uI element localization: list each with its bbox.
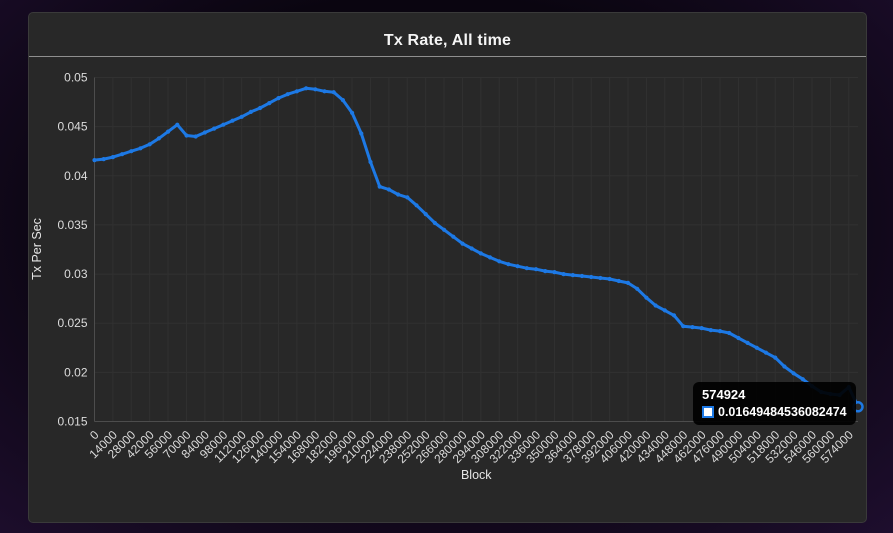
data-point <box>129 149 134 154</box>
data-point <box>405 195 410 200</box>
data-point <box>662 308 667 313</box>
data-point <box>543 269 548 274</box>
data-point <box>193 134 198 139</box>
data-point <box>589 274 594 280</box>
y-tick-label: 0.035 <box>57 218 87 232</box>
data-point <box>368 159 373 165</box>
data-point <box>460 241 465 246</box>
data-point <box>708 328 713 333</box>
data-point <box>92 158 97 163</box>
tooltip-title: 574924 <box>702 387 746 402</box>
y-tick-label: 0.015 <box>57 415 87 429</box>
data-point <box>782 364 787 369</box>
y-tick-label: 0.03 <box>64 267 88 281</box>
data-point <box>248 109 253 114</box>
data-point <box>754 345 759 350</box>
data-point <box>175 122 180 127</box>
data-point <box>396 192 401 197</box>
data-point <box>340 98 345 103</box>
data-point <box>791 371 796 376</box>
data-point <box>579 273 585 279</box>
data-point <box>239 114 244 119</box>
chart-card: Tx Rate, All time 0.05 0.045 0.04 0.035 0.03… <box>28 12 867 523</box>
y-tick-label: 0.04 <box>64 169 88 183</box>
data-point <box>212 126 217 131</box>
data-point <box>635 286 640 291</box>
data-point <box>414 203 419 208</box>
tooltip-value: 0.01649484536082474 <box>718 405 847 419</box>
x-axis-title: Block <box>461 468 492 482</box>
data-point <box>442 227 447 232</box>
data-point <box>304 86 309 91</box>
y-axis-title: Tx Per Sec <box>30 218 44 280</box>
chart-title: Tx Rate, All time <box>383 32 512 49</box>
data-point <box>561 272 566 277</box>
data-point <box>202 130 207 135</box>
data-point <box>717 329 723 334</box>
data-point <box>552 270 557 275</box>
data-point <box>313 87 318 92</box>
data-point <box>653 303 658 308</box>
y-tick-label: 0.045 <box>57 120 87 134</box>
data-point <box>681 324 686 329</box>
data-point <box>524 266 529 271</box>
data-point <box>350 110 355 115</box>
data-point <box>533 267 539 272</box>
y-tick-label: 0.02 <box>64 365 88 379</box>
data-point <box>598 275 603 281</box>
data-point <box>515 264 520 269</box>
data-point <box>607 276 612 282</box>
data-point <box>800 377 805 382</box>
data-point <box>110 155 115 160</box>
data-point <box>120 152 125 157</box>
data-point <box>101 157 106 162</box>
data-point <box>147 142 152 147</box>
data-point <box>166 129 171 134</box>
data-point <box>432 220 437 226</box>
data-point <box>184 133 189 138</box>
data-point <box>322 89 327 94</box>
data-point <box>727 330 732 336</box>
data-point <box>671 313 677 318</box>
data-point <box>258 105 263 111</box>
data-point <box>736 335 741 341</box>
data-point <box>773 355 778 360</box>
data-point <box>377 184 382 189</box>
data-point <box>644 295 649 300</box>
data-point <box>386 187 391 192</box>
data-point <box>487 255 493 260</box>
data-point <box>616 278 621 284</box>
data-point <box>359 131 364 136</box>
data-point <box>285 92 290 97</box>
data-point <box>331 90 336 95</box>
tooltip-series-swatch <box>702 406 714 418</box>
data-point <box>138 146 143 151</box>
data-point <box>478 251 483 256</box>
data-point <box>745 340 750 345</box>
data-point <box>625 280 631 285</box>
data-point <box>156 136 161 141</box>
data-point <box>690 325 695 330</box>
y-tick-label: 0.05 <box>64 71 88 85</box>
series-line <box>93 86 860 409</box>
tooltip-row: 0.01649484536082474 <box>702 405 847 419</box>
data-point <box>497 259 502 264</box>
data-point <box>267 101 272 106</box>
chart-tooltip: 574924 0.01649484536082474 <box>693 382 856 425</box>
y-tick-label: 0.025 <box>57 316 87 330</box>
data-point <box>230 118 235 123</box>
data-point <box>469 246 474 251</box>
data-point <box>294 89 299 94</box>
data-point <box>570 273 575 278</box>
data-point <box>699 326 704 331</box>
chart-canvas[interactable]: 0.050.0450.040.0350.030.0250.020.0150140… <box>29 13 868 524</box>
data-point <box>506 262 511 267</box>
data-point <box>763 350 769 355</box>
title-divider <box>29 56 866 57</box>
data-point <box>451 234 456 239</box>
data-point <box>221 122 226 127</box>
data-point <box>423 212 428 217</box>
data-point <box>276 96 281 101</box>
